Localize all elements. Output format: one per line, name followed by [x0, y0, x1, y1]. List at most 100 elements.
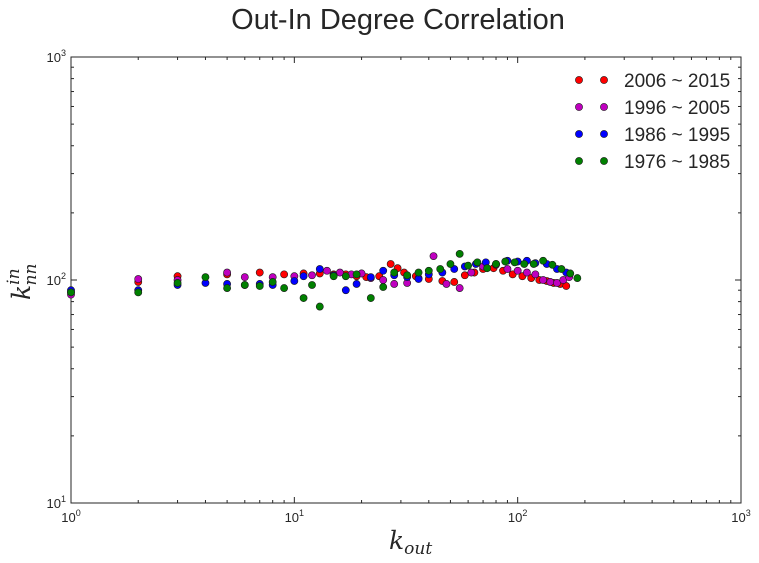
legend-marker — [600, 130, 608, 138]
data-point — [390, 268, 399, 277]
y-axis-label: kinnn — [4, 264, 41, 300]
data-point — [436, 265, 445, 273]
data-point — [390, 280, 399, 288]
legend-label: 2006 ~ 2015 — [624, 71, 730, 92]
data-point — [255, 268, 264, 277]
data-point — [255, 282, 264, 290]
data-point — [553, 279, 561, 287]
data-point — [455, 284, 464, 292]
data-point — [520, 260, 529, 268]
x-tick-label: 102 — [508, 508, 527, 525]
legend-item: 1986 ~ 1995 — [575, 125, 730, 146]
y-axis-label-superscript: in — [4, 268, 24, 284]
legend-marker — [575, 103, 583, 111]
data-point — [379, 283, 388, 291]
y-axis-ticks: 101 102 103 — [47, 48, 741, 511]
x-axis-label: kout — [389, 526, 432, 559]
data-point — [523, 268, 531, 277]
data-point — [467, 268, 476, 277]
legend-marker — [575, 157, 583, 165]
legend-item: 1996 ~ 2005 — [575, 98, 730, 119]
data-point — [501, 257, 510, 266]
legend-marker — [575, 76, 583, 84]
x-axis-ticks: 100 101 102 103 — [61, 57, 751, 525]
data-point — [429, 252, 438, 260]
data-point — [308, 271, 316, 280]
data-point — [329, 272, 338, 281]
data-point — [492, 260, 500, 268]
data-point — [529, 260, 538, 268]
data-point — [473, 258, 482, 267]
legend-item: 2006 ~ 2015 — [575, 71, 730, 92]
data-point — [323, 266, 331, 275]
x-axis-label-base: k — [389, 526, 404, 555]
data-point — [280, 270, 289, 279]
data-point — [290, 277, 299, 285]
data-point — [173, 279, 182, 287]
data-point — [223, 284, 232, 292]
data-point — [483, 264, 492, 273]
data-point — [424, 266, 433, 275]
y-tick-label: 101 — [47, 494, 66, 511]
data-point — [503, 265, 512, 273]
x-tick-label: 103 — [731, 508, 750, 525]
data-point — [403, 271, 412, 280]
data-point — [539, 256, 548, 265]
data-point — [557, 265, 566, 273]
data-point — [299, 272, 308, 281]
data-point — [67, 288, 75, 297]
data-point — [201, 273, 210, 282]
data-point — [442, 280, 451, 288]
data-point — [280, 284, 289, 292]
svg-text:kout: kout — [389, 526, 432, 559]
data-point — [464, 261, 473, 270]
data-point — [386, 260, 395, 268]
legend: 2006 ~ 2015 1996 ~ 2005 1986 ~ 1995 1976 ~ … — [575, 71, 730, 173]
data-points — [67, 249, 582, 311]
data-point — [352, 280, 361, 288]
data-point — [315, 302, 324, 311]
data-point — [223, 268, 232, 277]
data-point — [352, 270, 361, 279]
data-point — [573, 274, 582, 282]
data-point — [366, 294, 375, 302]
data-point — [366, 273, 375, 282]
data-point — [510, 258, 519, 267]
data-point — [240, 273, 249, 282]
chart-title: Out-In Degree Correlation — [231, 4, 565, 36]
data-point — [455, 249, 464, 258]
legend-marker — [600, 157, 608, 165]
data-point — [450, 278, 459, 286]
data-point — [308, 281, 316, 289]
data-point — [548, 260, 557, 269]
legend-marker — [600, 103, 608, 111]
data-point — [446, 260, 455, 268]
x-axis-label-subscript: out — [404, 539, 432, 559]
data-point — [299, 294, 308, 302]
data-point — [566, 269, 575, 278]
data-point — [134, 275, 143, 283]
data-point — [315, 265, 324, 273]
data-point — [460, 271, 469, 280]
legend-label: 1976 ~ 1985 — [624, 152, 730, 173]
data-point — [414, 275, 423, 283]
legend-label: 1996 ~ 2005 — [624, 98, 730, 119]
legend-marker — [575, 130, 583, 138]
data-point — [414, 268, 423, 277]
data-point — [240, 281, 249, 289]
data-point — [539, 276, 548, 284]
data-point — [341, 286, 350, 295]
data-point — [134, 288, 143, 297]
data-point — [513, 266, 522, 275]
data-point — [268, 278, 277, 286]
legend-label: 1986 ~ 1995 — [624, 125, 730, 146]
data-point — [379, 276, 388, 284]
data-point — [546, 278, 555, 286]
svg-text:kinnn: kinnn — [4, 264, 41, 300]
data-point — [341, 272, 350, 281]
legend-item: 1976 ~ 1985 — [575, 152, 730, 173]
data-point — [379, 266, 388, 275]
y-tick-label: 103 — [47, 48, 66, 65]
data-point — [531, 270, 540, 279]
